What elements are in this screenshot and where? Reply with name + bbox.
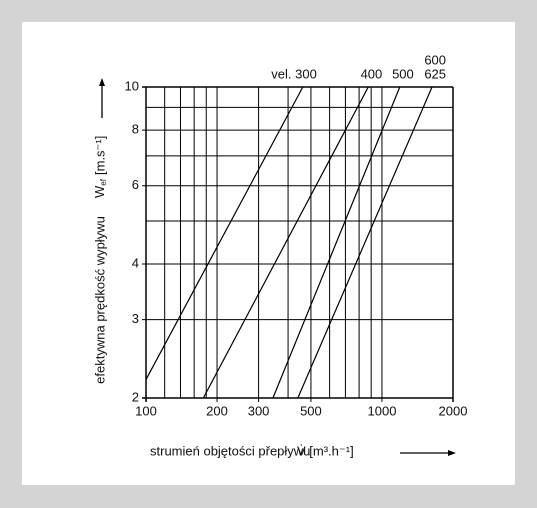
- y-tick-label: 2: [132, 389, 139, 404]
- y-tick-label: 3: [132, 311, 139, 326]
- panel: [22, 22, 515, 485]
- annotation: 600: [424, 52, 446, 67]
- series-label: 400: [361, 66, 383, 81]
- x-label: strumień objętości přepływu: [150, 443, 310, 458]
- y-axis-title: efektywna prędkość wypływu Wef [m.s⁻¹]: [92, 78, 108, 384]
- y-label: efektywna prędkość wypływu: [92, 216, 107, 384]
- y-unit: [m.s⁻¹]: [92, 136, 107, 175]
- series-label: 500: [392, 66, 414, 81]
- y-sub: ef: [99, 178, 108, 185]
- y-tick-label: 6: [132, 177, 139, 192]
- x-unit: V̇ [m³.h⁻¹]: [297, 443, 354, 458]
- x-tick-label: 200: [206, 403, 228, 418]
- y-tick-label: 8: [132, 122, 139, 137]
- series-line: [145, 86, 304, 380]
- x-tick-label: 100: [135, 403, 157, 418]
- y-tick-label: 10: [125, 78, 139, 93]
- y-symbol: Wef: [92, 178, 108, 198]
- x-tick-label: 1000: [368, 403, 397, 418]
- x-tick-label: 500: [300, 403, 322, 418]
- x-tick-label: 2000: [439, 403, 468, 418]
- series-label: 625: [424, 66, 446, 81]
- series-line: [202, 86, 369, 399]
- series-line: [297, 86, 433, 399]
- y-arrow-head: [99, 78, 105, 86]
- x-arrow-head: [448, 450, 456, 456]
- x-tick-label: 300: [248, 403, 270, 418]
- series-label: vel. 300: [271, 66, 317, 81]
- series-line: [272, 86, 401, 399]
- y-tick-label: 4: [132, 255, 139, 270]
- x-axis-title: strumień objętości přepływu V̇ [m³.h⁻¹]: [150, 443, 456, 458]
- y-sym: W: [92, 185, 107, 198]
